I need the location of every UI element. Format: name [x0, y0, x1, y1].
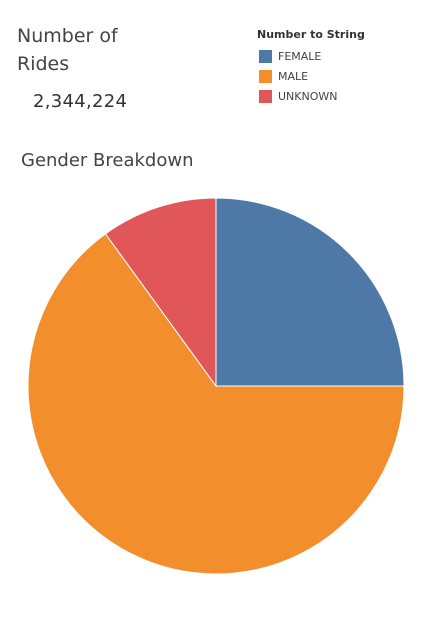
legend-label-female: FEMALE [278, 49, 322, 63]
legend-item-unknown[interactable]: UNKNOWN [257, 86, 365, 106]
legend-label-male: MALE [278, 69, 309, 83]
pie-slice-unknown[interactable] [104, 197, 217, 388]
legend: Number to String FEMALE MALE UNKNOWN [257, 28, 365, 106]
legend-item-male[interactable]: MALE [257, 66, 365, 86]
legend-swatch-male [259, 69, 272, 83]
legend-swatch-unknown [259, 89, 272, 103]
legend-item-female[interactable]: FEMALE [257, 46, 365, 66]
legend-swatch-female [259, 49, 272, 63]
kpi-label: Number of Rides [17, 25, 118, 75]
kpi-value: 2,344,224 [33, 91, 128, 112]
pie-slice-male[interactable] [27, 233, 405, 575]
legend-title: Number to String [257, 28, 365, 41]
chart-title: Gender Breakdown [21, 150, 194, 171]
legend-label-unknown: UNKNOWN [278, 89, 338, 103]
pie-slice-female[interactable] [215, 197, 405, 387]
